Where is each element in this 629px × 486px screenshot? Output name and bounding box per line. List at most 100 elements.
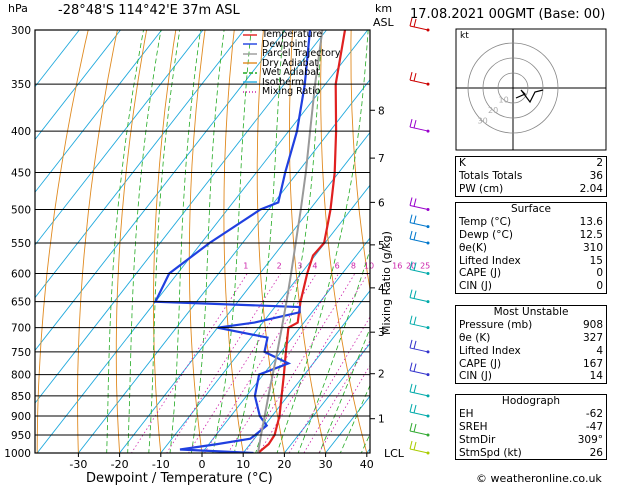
surface-dewp-label: Dewp (°C) <box>459 228 513 241</box>
sounding-datetime: 17.08.2021 00GMT (Base: 00) <box>410 7 606 22</box>
legend-item: Wet Adiabat <box>243 68 340 78</box>
wet-adiabat-line <box>233 30 284 453</box>
mixing-ratio-tick-label: 3 <box>297 262 302 271</box>
wind-barb-dot <box>426 272 430 276</box>
wet-adiabat-line <box>255 30 323 453</box>
pressure-tick-label: 950 <box>11 430 31 442</box>
hodograph-title: Hodograph <box>501 395 561 407</box>
dry-adiabat-line <box>320 30 368 453</box>
hodograph-ring <box>467 42 559 134</box>
mixing-ratio-tick-label: 4 <box>312 262 317 271</box>
pressure-tick-label: 700 <box>11 323 31 335</box>
km-unit-label: km <box>375 2 393 15</box>
legend-item: Parcel Trajectory <box>243 49 340 59</box>
dry-adiabat-line <box>115 30 148 453</box>
isotherm-line <box>35 30 163 193</box>
eh-value: -62 <box>585 407 603 420</box>
dry-adiabat-line <box>609 6 629 470</box>
wind-barb-flag <box>413 384 417 394</box>
surface-cape-value: 0 <box>596 267 603 280</box>
wind-barb-dot <box>426 82 430 86</box>
wind-barb-dot <box>426 28 430 32</box>
wind-barb-flag <box>409 214 413 223</box>
wind-barb <box>409 370 429 376</box>
pressure-tick-label: 300 <box>11 25 31 37</box>
wind-barb <box>409 323 429 329</box>
mixing-ratio-tick-label: 16 <box>392 262 402 271</box>
pressure-tick-label: 750 <box>11 347 31 359</box>
legend-item: Isotherm <box>243 76 340 88</box>
wet-adiabat-line <box>297 248 370 453</box>
pressure-tick-label: 650 <box>11 297 31 309</box>
hodograph-frame <box>455 28 607 151</box>
wet-adiabat-line <box>339 384 370 453</box>
wind-barb <box>409 79 429 85</box>
wind-barb <box>409 297 429 303</box>
stmdir-label: StmDir <box>459 433 496 446</box>
wind-barb-flag <box>413 198 417 207</box>
legend-item: Dewpoint <box>243 39 340 50</box>
legend-swatch <box>243 53 257 55</box>
wind-barb <box>409 430 429 436</box>
wind-barb <box>409 238 429 244</box>
stmspd-value: 26 <box>589 446 603 459</box>
wind-barb-flag <box>413 119 417 129</box>
legend-label: Isotherm <box>262 76 305 88</box>
temp-tick-label: 30 <box>319 458 333 471</box>
mu-pressure-value: 908 <box>582 318 603 331</box>
wind-barb <box>409 126 429 132</box>
dry-adiabat-line <box>350 30 370 293</box>
hodograph-ring-label: 30 <box>478 117 488 126</box>
pressure-tick-label: 400 <box>11 126 31 138</box>
dry-adiabat-line <box>256 30 285 453</box>
wet-adiabat-line <box>106 30 144 453</box>
wet-adiabat-line <box>276 30 369 453</box>
isotherm-line <box>35 30 204 246</box>
sreh-value: -47 <box>585 420 603 433</box>
wind-barb-flag <box>413 441 417 451</box>
isotherm-line <box>160 184 370 453</box>
temp-tick-label: 10 <box>236 458 250 471</box>
km-tick-label: 4 <box>378 283 385 295</box>
pressure-tick-label: 600 <box>11 269 31 281</box>
isotherm-line <box>35 30 286 352</box>
wind-barb-flag <box>413 363 417 372</box>
temp-tick-label: 20 <box>277 458 291 471</box>
mixing-ratio-tick-label: 2 <box>277 262 282 271</box>
wind-barb-dot <box>426 300 430 304</box>
legend-swatch <box>243 62 257 64</box>
surface-theta-label: θe(K) <box>459 241 487 254</box>
wind-barb-dot <box>426 225 430 229</box>
isotherm-line <box>324 395 370 453</box>
mixing-ratio-line <box>166 273 281 453</box>
wind-barb-flag <box>409 261 413 270</box>
legend-item: Temperature <box>243 30 340 40</box>
wind-barb-flag <box>409 339 413 349</box>
wind-barb-flag <box>413 423 417 433</box>
wind-barb-dot <box>426 373 430 377</box>
mixing-ratio-tick-label: 6 <box>335 262 340 271</box>
hodograph-ring <box>497 72 529 104</box>
hodograph-ring <box>482 57 544 119</box>
wind-barb-dot <box>426 129 430 133</box>
legend-swatch <box>243 72 257 74</box>
wind-barb-dot <box>426 433 430 437</box>
wind-barb-flag <box>413 404 417 414</box>
wind-barb <box>409 347 429 353</box>
wind-barb-flag <box>409 383 413 393</box>
tt-label: Totals Totals <box>459 169 523 182</box>
legend-swatch <box>243 43 257 45</box>
wet-adiabat-line <box>127 30 162 453</box>
pressure-tick-label: 800 <box>11 370 31 382</box>
isotherm-line <box>118 131 370 453</box>
k-value: 2 <box>596 157 603 169</box>
wind-barb <box>409 448 429 454</box>
wind-barb-flag <box>413 73 417 82</box>
wind-barb-flag <box>413 215 417 224</box>
pressure-tick-label: 550 <box>11 238 31 250</box>
dry-adiabat-line <box>188 30 206 453</box>
legend-item: Dry Adiabat <box>243 58 340 69</box>
mu-cape-label: CAPE (J) <box>459 357 502 370</box>
surface-dewp-value: 12.5 <box>579 228 603 241</box>
